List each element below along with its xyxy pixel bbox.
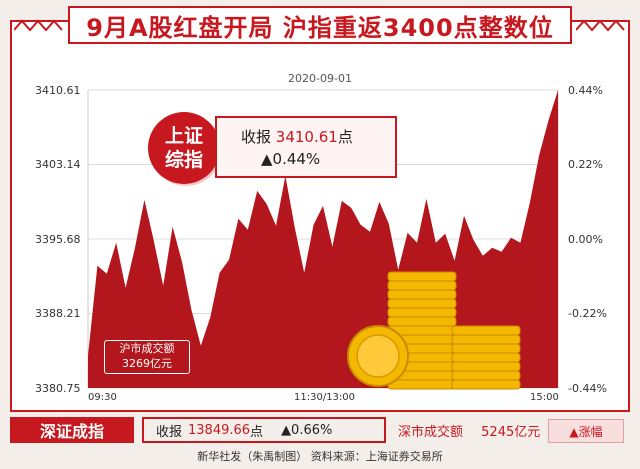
big-coin-inner: [356, 334, 400, 378]
coin-stack-right-coin-0: [451, 379, 521, 390]
right-ornament: [576, 19, 625, 32]
y-tick-left-3: 3388.21: [35, 307, 81, 320]
szse-tag: 深证成指: [10, 417, 134, 443]
szse-bar: 深证成指 收报 13849.66 点 ▲0.66% 深市成交额 5245亿元 ▲涨…: [10, 417, 630, 443]
szse-close-unit: 点: [250, 424, 264, 440]
coin-stack-right-coin-6: [451, 325, 521, 336]
y-tick-left-4: 3380.75: [35, 382, 81, 395]
index-badge-line2: 综指: [164, 149, 203, 171]
sz-turnover: 深市成交额 5245亿元: [398, 421, 540, 440]
coin-stack-left-coin-11: [387, 280, 457, 291]
close-line: 收报 3410.61点: [241, 126, 353, 147]
left-ornament: [14, 19, 63, 32]
coin-stack-left-coin-12: [387, 271, 457, 282]
index-badge-line1: 上证: [164, 125, 203, 147]
y-tick-right-2: 0.00%: [568, 233, 603, 246]
coin-stack-left-coin-7: [387, 316, 457, 327]
sh-turnover-label: 沪市成交额: [119, 342, 175, 355]
szse-close-value: 13849.66: [188, 422, 251, 438]
footer-credit: 新华社发（朱禹制图） 资料来源：上海证券交易所: [197, 450, 443, 463]
legend-rise: ▲涨幅: [548, 419, 624, 443]
y-tick-right-3: -0.22%: [568, 307, 607, 320]
coin-stack-left-coin-9: [387, 298, 457, 309]
szse-change: ▲0.66%: [281, 422, 333, 438]
y-tick-right-1: 0.22%: [568, 158, 603, 171]
y-tick-left-0: 3410.61: [35, 84, 81, 97]
coin-stack-right-coin-1: [451, 370, 521, 381]
coin-stack-right-coin-3: [451, 352, 521, 363]
title-box: 9月A股红盘开局 沪指重返3400点整数位: [68, 6, 572, 44]
coin-stack-left-coin-10: [387, 289, 457, 300]
close-info-box: 收报 3410.61点 ▲0.44%: [215, 116, 397, 178]
sz-turnover-value: 5245亿元: [481, 425, 541, 440]
close-unit: 点: [337, 128, 353, 146]
sz-turnover-label: 深市成交额: [398, 425, 464, 440]
sh-turnover-value: 3269亿元: [122, 357, 172, 370]
szse-close-label: 收报: [156, 424, 183, 440]
chart-title: 9月A股红盘开局 沪指重返3400点整数位: [86, 13, 554, 42]
index-badge: 上证 综指: [148, 112, 220, 184]
y-tick-left-1: 3403.14: [35, 158, 81, 171]
chart-date: 2020-09-01: [288, 72, 352, 85]
y-tick-right-4: -0.44%: [568, 382, 607, 395]
x-tick-1: 11:30/13:00: [294, 392, 356, 403]
x-tick-2: 15:00: [530, 392, 559, 403]
x-tick-0: 09:30: [88, 392, 117, 403]
coin-stack-right-coin-5: [451, 334, 521, 345]
close-change: ▲0.44%: [261, 150, 321, 168]
close-value: 3410.61: [275, 128, 338, 146]
y-tick-left-2: 3395.68: [35, 233, 81, 246]
close-label: 收报: [241, 128, 272, 146]
szse-close-box: 收报 13849.66 点 ▲0.66%: [142, 417, 386, 443]
coin-stack-right-coin-2: [451, 361, 521, 372]
coin-stack-right-coin-4: [451, 343, 521, 354]
sh-turnover-box: 沪市成交额 3269亿元: [104, 340, 190, 374]
y-tick-right-0: 0.44%: [568, 84, 603, 97]
coin-stack-left-coin-8: [387, 307, 457, 318]
coin-stack-left-coin-0: [387, 379, 457, 390]
gold-coins-illustration: [347, 271, 521, 390]
